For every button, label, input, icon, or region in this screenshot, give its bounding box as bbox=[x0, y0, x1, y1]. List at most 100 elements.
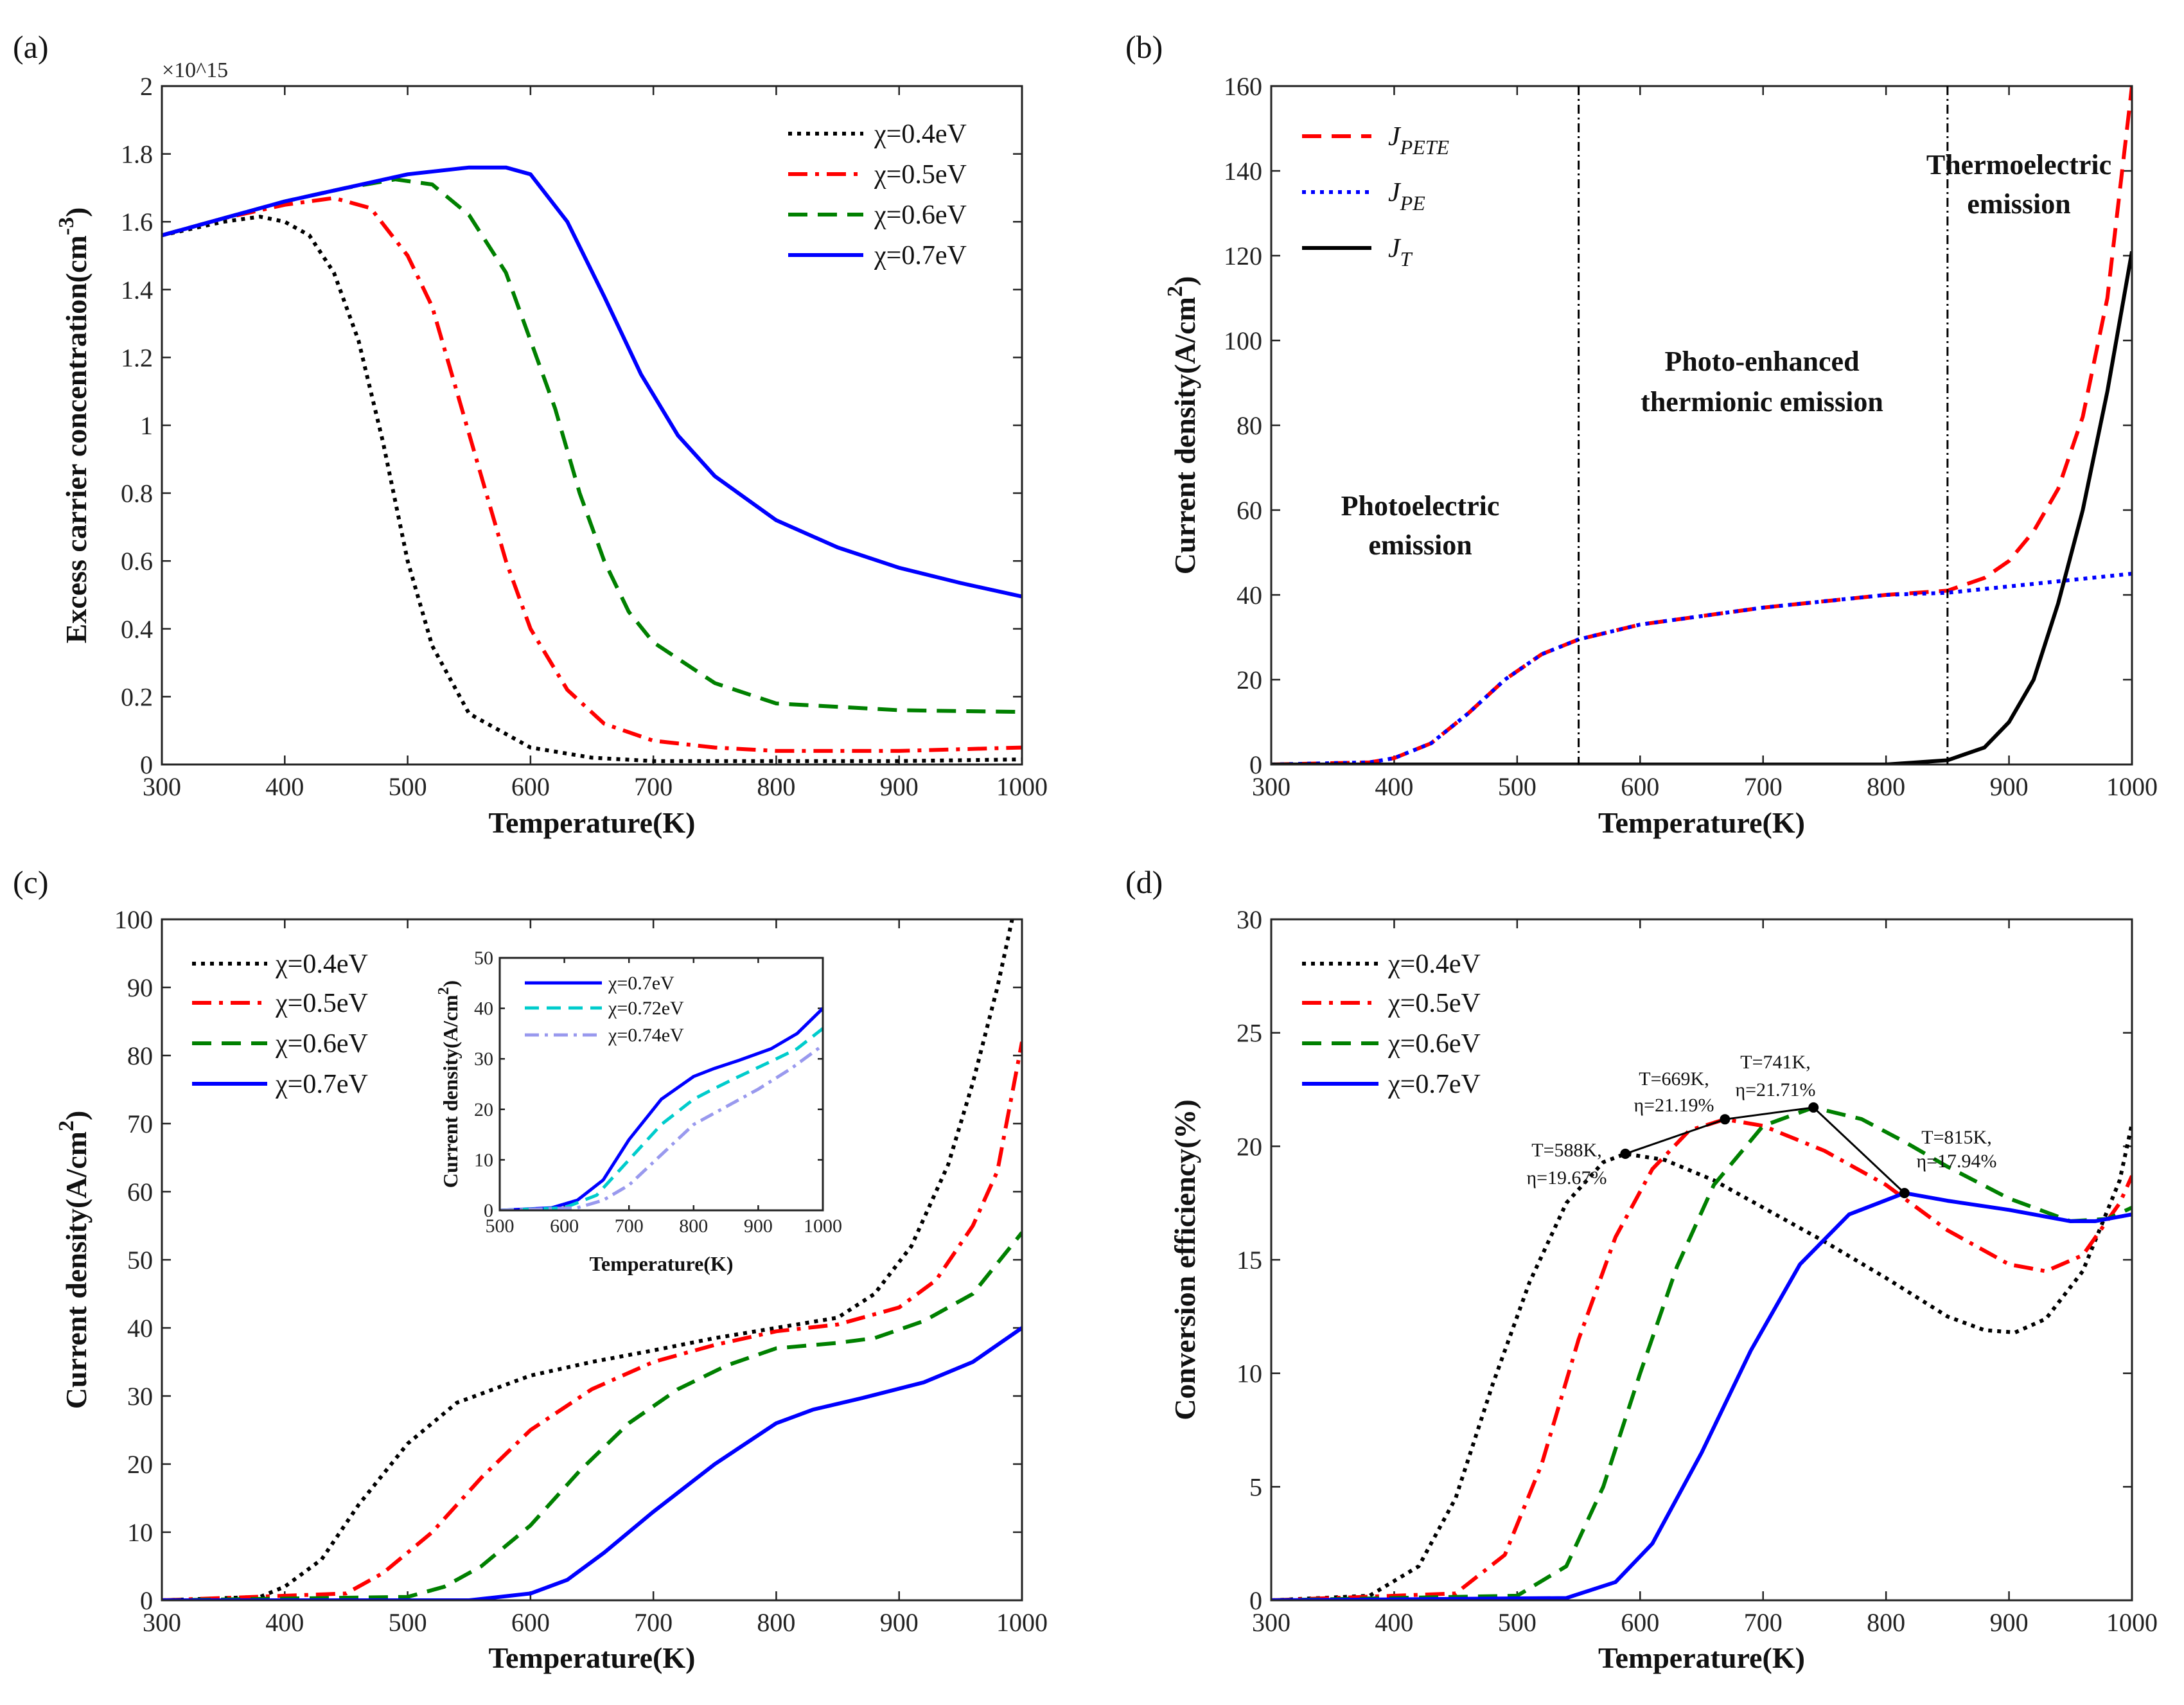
peak-label-eff: η=17.94% bbox=[1916, 1151, 1996, 1172]
legend-label: χ=0.4eV bbox=[1387, 950, 1481, 979]
panel-a: (a) 300 400 500 600 700 800 900 1000 0 0.2 0.4 0.6 0.… bbox=[13, 29, 1048, 839]
y-tick-label: 60 bbox=[127, 1178, 153, 1206]
x-axis-label: Temperature(K) bbox=[1598, 1641, 1805, 1674]
series-line-0.6eV bbox=[162, 1231, 1022, 1600]
x-tick-label: 600 bbox=[511, 772, 550, 801]
y-axis-label: Current density(A/cm2) bbox=[55, 1111, 92, 1409]
y-tick-label: 30 bbox=[1237, 905, 1262, 934]
panel-d: (d) 300 400 500 600 700 800 900 1000 0 5 10 15 20 25 30… bbox=[1125, 864, 2158, 1674]
y-axis-label: Excess carrier concentration(cm-3) bbox=[55, 208, 92, 644]
region-annotation: Photo-enhanced bbox=[1664, 346, 1859, 377]
legend-label: χ=0.5eV bbox=[275, 989, 368, 1018]
x-tick-label: 700 bbox=[615, 1215, 644, 1237]
y-axis-label: Conversion efficiency(%) bbox=[1168, 1099, 1201, 1420]
panel-label: (a) bbox=[13, 29, 49, 65]
y-tick-label: 0 bbox=[1249, 750, 1262, 779]
legend: χ=0.4eV χ=0.5eV χ=0.6eV χ=0.7eV bbox=[1302, 950, 1481, 1099]
x-tick-label: 800 bbox=[1867, 1608, 1905, 1637]
x-tick-label: 900 bbox=[1990, 1608, 2029, 1637]
y-tick-label: 10 bbox=[1237, 1359, 1262, 1388]
y-tick-label: 40 bbox=[1237, 581, 1262, 610]
y-tick-label: 100 bbox=[1224, 326, 1262, 355]
x-tick-label: 900 bbox=[880, 772, 919, 801]
x-tick-label: 700 bbox=[1744, 772, 1783, 801]
legend-label: JPETE bbox=[1388, 122, 1450, 159]
series-line-0.4eV bbox=[162, 919, 1014, 1600]
peak-connector bbox=[1625, 1106, 1905, 1194]
legend-label: χ=0.6eV bbox=[1387, 1029, 1481, 1059]
y-tick-label: 50 bbox=[474, 948, 493, 969]
axes-frame bbox=[1270, 85, 2133, 766]
legend-label: χ=0.4eV bbox=[275, 950, 368, 979]
series-group bbox=[500, 1007, 823, 1210]
inset-chart: 500 600 700 800 900 1000 0 10 20 30 40 50 Temperatur… bbox=[436, 948, 842, 1275]
peak-marker bbox=[1808, 1102, 1819, 1113]
x-tick-label: 400 bbox=[1375, 772, 1413, 801]
y-tick-label: 60 bbox=[1237, 496, 1262, 525]
legend-label: χ=0.74eV bbox=[608, 1025, 684, 1046]
peak-label-eff: η=21.71% bbox=[1735, 1079, 1815, 1100]
y-tick-label: 15 bbox=[1237, 1246, 1262, 1275]
plot-area bbox=[500, 958, 823, 1210]
y-tick-label: 90 bbox=[127, 973, 153, 1002]
x-axis-label: Temperature(K) bbox=[590, 1252, 734, 1275]
y-tick-label: 40 bbox=[474, 998, 493, 1020]
x-tick-label: 1000 bbox=[804, 1215, 842, 1237]
legend-label: χ=0.5eV bbox=[1387, 989, 1481, 1018]
y-tick-label: 1.2 bbox=[121, 343, 153, 372]
y-tick-label: 1.8 bbox=[121, 140, 153, 169]
x-tick-label: 900 bbox=[744, 1215, 773, 1237]
series-line-0.7eV bbox=[500, 1007, 823, 1210]
series-line-0.6eV bbox=[1271, 1105, 2132, 1600]
x-tick-label: 800 bbox=[679, 1215, 708, 1237]
x-tick-label: 700 bbox=[1744, 1608, 1783, 1637]
region-annotation: emission bbox=[1368, 529, 1472, 561]
y-tick-label: 140 bbox=[1224, 157, 1262, 186]
y-tick-label: 20 bbox=[1237, 666, 1262, 694]
panel-b: (b) 300 400 500 600 700 800 900 1000 0 20 40 60 80 100… bbox=[1125, 29, 2158, 839]
x-tick-label: 900 bbox=[880, 1608, 919, 1637]
x-tick-label: 300 bbox=[1252, 1608, 1290, 1637]
region-annotation: Thermoelectric bbox=[1926, 149, 2111, 181]
y-tick-label: 0.4 bbox=[121, 615, 153, 644]
legend-label: χ=0.4eV bbox=[874, 119, 967, 149]
peak-label-temp: T=669K, bbox=[1639, 1068, 1709, 1090]
panel-label: (d) bbox=[1125, 864, 1163, 900]
peak-label-eff: η=19.67% bbox=[1526, 1167, 1607, 1188]
x-tick-label: 500 bbox=[1498, 772, 1537, 801]
y-tick-label: 0.8 bbox=[121, 479, 153, 508]
x-tick-label: 800 bbox=[757, 772, 795, 801]
x-tick-label: 400 bbox=[265, 772, 304, 801]
y-tick-label: 1.4 bbox=[121, 276, 153, 305]
x-tick-label: 800 bbox=[757, 1608, 795, 1637]
panel-label: (b) bbox=[1125, 29, 1163, 65]
y-tick-label: 2 bbox=[140, 72, 153, 101]
legend-label: χ=0.7eV bbox=[1387, 1070, 1481, 1099]
y-axis-label: Current density(A/cm2) bbox=[1163, 276, 1201, 575]
y-tick-label: 70 bbox=[127, 1109, 153, 1138]
peak-label-eff: η=21.19% bbox=[1634, 1095, 1714, 1116]
peak-marker bbox=[1620, 1148, 1631, 1159]
legend-label: χ=0.7eV bbox=[275, 1070, 368, 1099]
y-tick-label: 20 bbox=[127, 1450, 153, 1479]
legend-label: χ=0.5eV bbox=[874, 160, 967, 190]
legend-label: JT bbox=[1388, 234, 1413, 270]
y-tick-label: 80 bbox=[1237, 411, 1262, 440]
y-tick-label: 20 bbox=[1237, 1132, 1262, 1161]
y-tick-label: 120 bbox=[1224, 242, 1262, 270]
series-group bbox=[162, 165, 1022, 763]
series-line-0.7eV bbox=[1271, 1191, 2132, 1600]
legend-label: χ=0.7eV bbox=[608, 973, 674, 994]
series-group bbox=[1271, 86, 2132, 764]
series-line-JT bbox=[1271, 251, 2132, 764]
panel-c: (c)300 400 500 600 700 800 900 1000010203040506… bbox=[13, 864, 1048, 1674]
x-tick-label: 400 bbox=[265, 1608, 304, 1637]
region-annotation: Photoelectric bbox=[1341, 490, 1500, 522]
series-line-0.4eV bbox=[162, 215, 1022, 763]
x-tick-label: 1000 bbox=[2106, 1608, 2158, 1637]
y-tick-label: 160 bbox=[1224, 72, 1262, 101]
series-line-JPE bbox=[1271, 572, 2132, 764]
axes-frame bbox=[161, 85, 1023, 766]
legend-label: χ=0.6eV bbox=[874, 200, 967, 230]
x-tick-label: 1000 bbox=[996, 772, 1048, 801]
